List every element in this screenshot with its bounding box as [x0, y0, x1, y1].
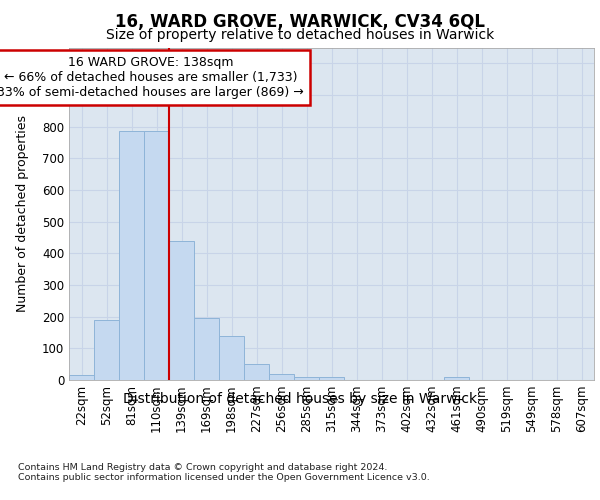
Y-axis label: Number of detached properties: Number of detached properties	[16, 116, 29, 312]
Text: 16 WARD GROVE: 138sqm
← 66% of detached houses are smaller (1,733)
33% of semi-d: 16 WARD GROVE: 138sqm ← 66% of detached …	[0, 56, 304, 99]
Text: Distribution of detached houses by size in Warwick: Distribution of detached houses by size …	[123, 392, 477, 406]
Bar	[319, 378, 344, 380]
Bar	[169, 240, 194, 380]
Text: 16, WARD GROVE, WARWICK, CV34 6QL: 16, WARD GROVE, WARWICK, CV34 6QL	[115, 12, 485, 30]
Bar	[94, 320, 119, 380]
Bar	[69, 375, 94, 380]
Text: Contains HM Land Registry data © Crown copyright and database right 2024.
Contai: Contains HM Land Registry data © Crown c…	[18, 462, 430, 482]
Bar	[444, 378, 469, 380]
Bar	[219, 336, 244, 380]
Bar	[119, 132, 144, 380]
Text: Size of property relative to detached houses in Warwick: Size of property relative to detached ho…	[106, 28, 494, 42]
Bar	[269, 374, 294, 380]
Bar	[244, 364, 269, 380]
Bar	[144, 132, 169, 380]
Bar	[194, 318, 219, 380]
Bar	[294, 377, 319, 380]
